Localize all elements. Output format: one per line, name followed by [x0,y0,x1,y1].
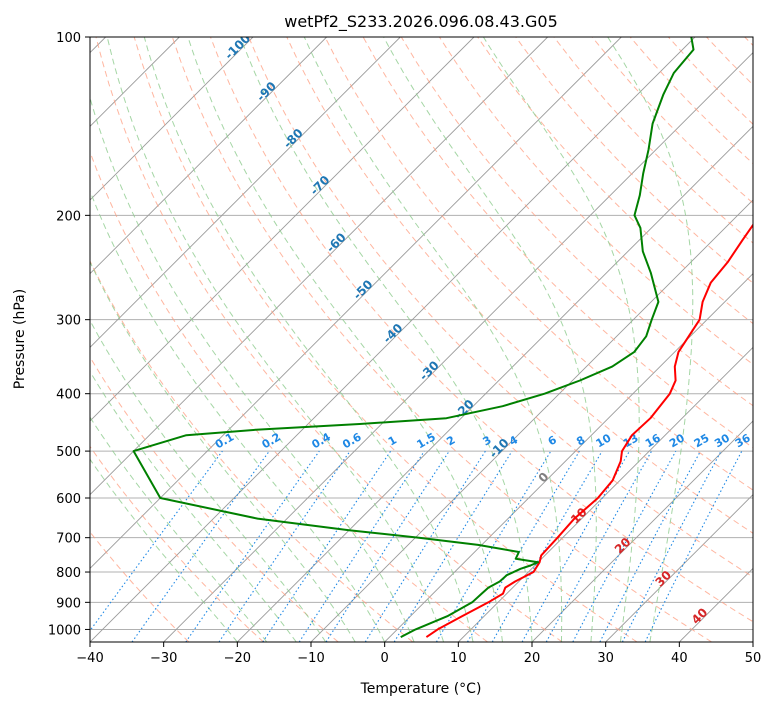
chart-title: wetPf2_S233.2026.096.08.43.G05 [284,12,558,32]
y-tick-label: 500 [56,445,81,460]
x-tick-label: −10 [297,651,324,666]
x-axis-label: Temperature (°C) [360,681,482,697]
y-tick-label: 700 [56,532,81,547]
y-tick-label: 200 [56,209,81,224]
y-tick-label: 800 [56,566,81,581]
y-tick-label: 400 [56,388,81,403]
y-tick-label: 900 [56,596,81,611]
x-tick-label: 10 [450,651,467,666]
y-tick-label: 300 [56,314,81,329]
x-tick-label: 40 [671,651,688,666]
x-tick-label: −30 [150,651,177,666]
x-tick-label: 30 [597,651,614,666]
y-axis-label: Pressure (hPa) [12,289,28,389]
x-tick-label: −40 [76,651,103,666]
x-tick-label: 20 [524,651,541,666]
x-tick-label: 0 [381,651,389,666]
y-tick-label: 1000 [48,623,81,638]
x-tick-label: 50 [745,651,762,666]
x-tick-label: −20 [224,651,251,666]
y-tick-label: 100 [56,31,81,46]
y-tick-label: 600 [56,492,81,507]
